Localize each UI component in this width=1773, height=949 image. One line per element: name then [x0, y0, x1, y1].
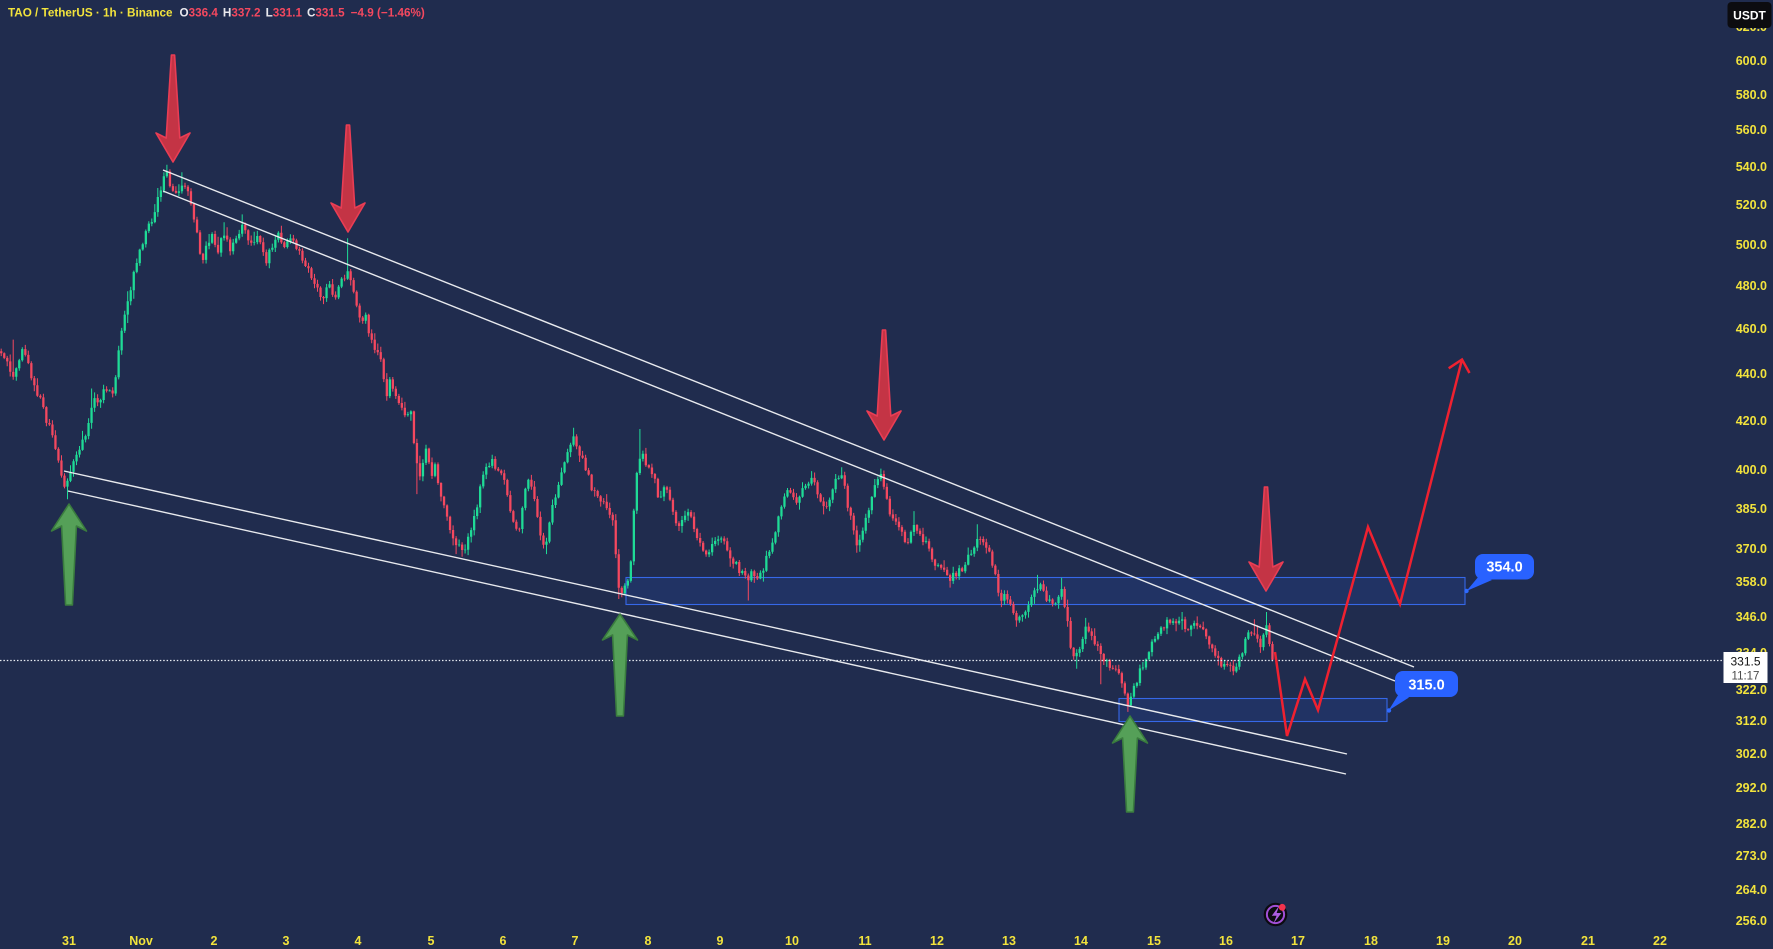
svg-text:600.0: 600.0	[1736, 54, 1767, 68]
svg-text:358.0: 358.0	[1736, 575, 1767, 589]
svg-text:3: 3	[283, 934, 290, 948]
svg-text:480.0: 480.0	[1736, 279, 1767, 293]
svg-text:292.0: 292.0	[1736, 781, 1767, 795]
svg-text:500.0: 500.0	[1736, 238, 1767, 252]
svg-text:10: 10	[785, 934, 799, 948]
svg-text:17: 17	[1291, 934, 1305, 948]
svg-text:12: 12	[930, 934, 944, 948]
svg-text:331.5: 331.5	[1730, 655, 1760, 669]
svg-text:31: 31	[62, 934, 76, 948]
svg-text:273.0: 273.0	[1736, 849, 1767, 863]
svg-text:540.0: 540.0	[1736, 160, 1767, 174]
svg-text:13: 13	[1002, 934, 1016, 948]
svg-text:9: 9	[717, 934, 724, 948]
svg-text:USDT: USDT	[1733, 9, 1766, 23]
svg-text:11: 11	[858, 934, 871, 948]
svg-text:14: 14	[1074, 934, 1088, 948]
svg-text:282.0: 282.0	[1736, 817, 1767, 831]
svg-text:20: 20	[1508, 934, 1522, 948]
svg-text:560.0: 560.0	[1736, 123, 1767, 137]
svg-text:22: 22	[1653, 934, 1667, 948]
svg-text:315.0: 315.0	[1408, 678, 1444, 694]
svg-text:440.0: 440.0	[1736, 367, 1767, 381]
svg-text:400.0: 400.0	[1736, 463, 1767, 477]
svg-text:322.0: 322.0	[1736, 683, 1767, 697]
svg-text:21: 21	[1581, 934, 1595, 948]
svg-text:256.0: 256.0	[1736, 914, 1767, 928]
svg-text:302.0: 302.0	[1736, 747, 1767, 761]
svg-text:Nov: Nov	[129, 934, 153, 948]
svg-text:7: 7	[572, 934, 579, 948]
svg-text:354.0: 354.0	[1486, 560, 1522, 576]
svg-text:264.0: 264.0	[1736, 883, 1767, 897]
svg-text:385.0: 385.0	[1736, 502, 1767, 516]
svg-text:8: 8	[645, 934, 652, 948]
svg-text:6: 6	[500, 934, 507, 948]
svg-text:312.0: 312.0	[1736, 714, 1767, 728]
svg-text:11:17: 11:17	[1732, 671, 1760, 683]
svg-text:580.0: 580.0	[1736, 88, 1767, 102]
svg-text:460.0: 460.0	[1736, 322, 1767, 336]
svg-text:520.0: 520.0	[1736, 198, 1767, 212]
svg-text:346.0: 346.0	[1736, 610, 1767, 624]
svg-text:5: 5	[428, 934, 435, 948]
svg-text:18: 18	[1364, 934, 1378, 948]
svg-text:370.0: 370.0	[1736, 542, 1767, 556]
svg-text:420.0: 420.0	[1736, 414, 1767, 428]
svg-text:15: 15	[1147, 934, 1161, 948]
svg-text:16: 16	[1219, 934, 1233, 948]
svg-text:19: 19	[1436, 934, 1450, 948]
svg-text:2: 2	[211, 934, 218, 948]
svg-text:4: 4	[355, 934, 362, 948]
